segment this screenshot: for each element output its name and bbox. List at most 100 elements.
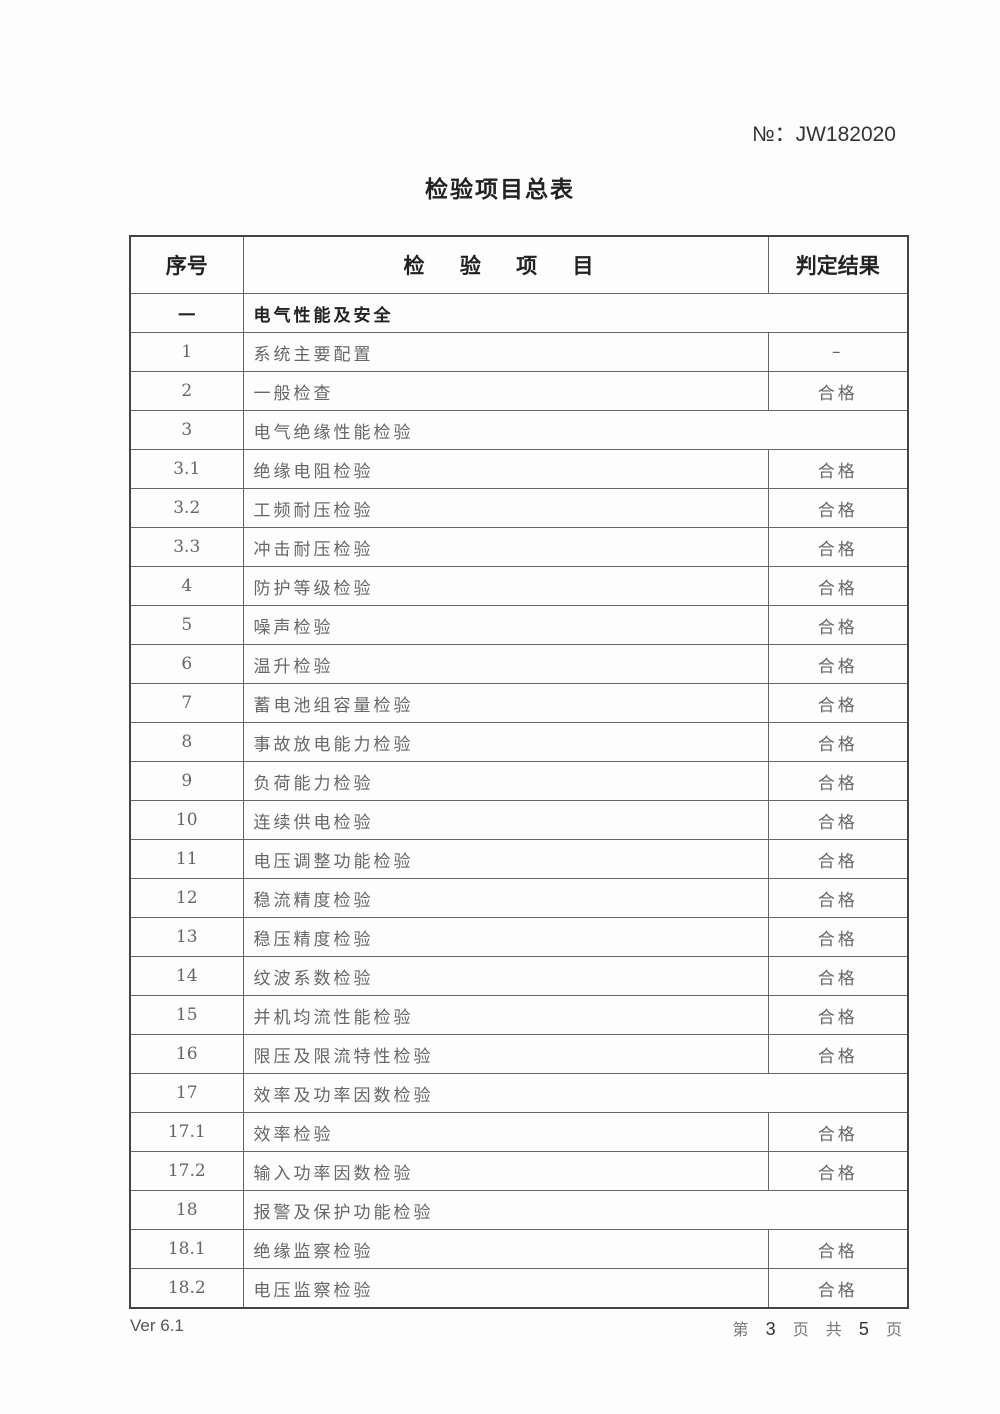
row-result: 合格 [767,878,909,918]
table-row: 7 蓄电池组容量检验 合格 [129,683,909,723]
row-no: 11 [129,839,244,879]
table-row: 14 纹波系数检验 合格 [129,956,909,996]
row-no: 18.2 [129,1268,244,1309]
row-item: 电气绝缘性能检验 [242,410,909,450]
table-row: 2 一般检查 合格 [129,371,909,411]
table-row: 13 稳压精度检验 合格 [129,917,909,957]
table-row: 3.1 绝缘电阻检验 合格 [129,449,909,489]
row-item: 蓄电池组容量检验 [242,683,769,723]
row-result: – [767,332,909,372]
row-result: 合格 [767,683,909,723]
row-no: 18.1 [129,1229,244,1269]
row-item: 稳压精度检验 [242,917,769,957]
page-prefix: 第 [732,1320,755,1339]
row-result: 合格 [767,1034,909,1074]
page-number: 3 [765,1319,782,1339]
table-row: 18.2 电压监察检验 合格 [129,1268,909,1309]
row-no: 3 [129,410,244,450]
page-total: 5 [858,1319,875,1339]
page-indicator: 第 3 页 共 5 页 [732,1316,908,1340]
row-item: 防护等级检验 [242,566,769,606]
row-item: 绝缘监察检验 [242,1229,769,1269]
row-no: 9 [129,761,244,801]
row-result: 合格 [767,800,909,840]
row-result: 合格 [767,566,909,606]
row-item: 电气性能及安全 [242,293,909,333]
row-item: 效率及功率因数检验 [242,1073,909,1113]
table-row: 18 报警及保护功能检验 [129,1190,909,1230]
row-result: 合格 [767,917,909,957]
row-no: 1 [129,332,244,372]
row-result: 合格 [767,1268,909,1309]
row-no: 17.1 [129,1112,244,1152]
row-result: 合格 [767,1151,909,1191]
row-result: 合格 [767,371,909,411]
row-item: 纹波系数检验 [242,956,769,996]
document-number: №：JW182020 [752,123,896,146]
row-item: 事故放电能力检验 [242,722,769,762]
row-result: 合格 [767,527,909,567]
row-result: 合格 [767,722,909,762]
inspection-table: 序号 检 验 项 目 判定结果 一电气性能及安全 1 系统主要配置 –2 一般检查 合格 3… [129,235,909,1309]
page-mid: 页 共 [792,1320,848,1339]
row-item: 工频耐压检验 [242,488,769,528]
row-item: 连续供电检验 [242,800,769,840]
row-item: 一般检查 [242,371,769,411]
row-no: 8 [129,722,244,762]
row-no: 一 [129,293,244,333]
page-title: 检验项目总表 [425,177,575,203]
table-row: 4 防护等级检验 合格 [129,566,909,606]
row-no: 10 [129,800,244,840]
row-item: 电压监察检验 [242,1268,769,1309]
table-row: 一电气性能及安全 [129,293,909,333]
row-item: 冲击耐压检验 [242,527,769,567]
table-row: 3.2 工频耐压检验 合格 [129,488,909,528]
row-no: 12 [129,878,244,918]
table-row: 16 限压及限流特性检验 合格 [129,1034,909,1074]
row-no: 4 [129,566,244,606]
row-item: 电压调整功能检验 [242,839,769,879]
table-row: 5 噪声检验 合格 [129,605,909,645]
table-row: 15 并机均流性能检验 合格 [129,995,909,1035]
version-label: Ver 6.1 [130,1316,184,1335]
row-no: 16 [129,1034,244,1074]
row-result: 合格 [767,1112,909,1152]
header-no: 序号 [129,235,244,294]
row-item: 温升检验 [242,644,769,684]
row-item: 限压及限流特性检验 [242,1034,769,1074]
row-item: 负荷能力检验 [242,761,769,801]
table-row: 11 电压调整功能检验 合格 [129,839,909,879]
table-row: 3 电气绝缘性能检验 [129,410,909,450]
row-result: 合格 [767,605,909,645]
table-row: 8 事故放电能力检验 合格 [129,722,909,762]
table-row: 17 效率及功率因数检验 [129,1073,909,1113]
row-no: 17 [129,1073,244,1113]
row-item: 输入功率因数检验 [242,1151,769,1191]
row-no: 17.2 [129,1151,244,1191]
row-item: 报警及保护功能检验 [242,1190,909,1230]
row-no: 2 [129,371,244,411]
row-result: 合格 [767,995,909,1035]
row-no: 15 [129,995,244,1035]
table-row: 9 负荷能力检验 合格 [129,761,909,801]
row-result: 合格 [767,644,909,684]
row-item: 系统主要配置 [242,332,769,372]
row-item: 并机均流性能检验 [242,995,769,1035]
row-item: 绝缘电阻检验 [242,449,769,489]
table-row: 3.3 冲击耐压检验 合格 [129,527,909,567]
row-result: 合格 [767,956,909,996]
row-no: 18 [129,1190,244,1230]
table-row: 12 稳流精度检验 合格 [129,878,909,918]
row-no: 3.2 [129,488,244,528]
row-no: 14 [129,956,244,996]
header-item: 检 验 项 目 [242,235,769,294]
table-row: 10 连续供电检验 合格 [129,800,909,840]
row-result: 合格 [767,449,909,489]
row-no: 5 [129,605,244,645]
page-suffix: 页 [885,1320,908,1339]
table-row: 18.1 绝缘监察检验 合格 [129,1229,909,1269]
table-header-row: 序号 检 验 项 目 判定结果 [129,235,909,294]
header-result: 判定结果 [767,235,909,294]
table-row: 6 温升检验 合格 [129,644,909,684]
